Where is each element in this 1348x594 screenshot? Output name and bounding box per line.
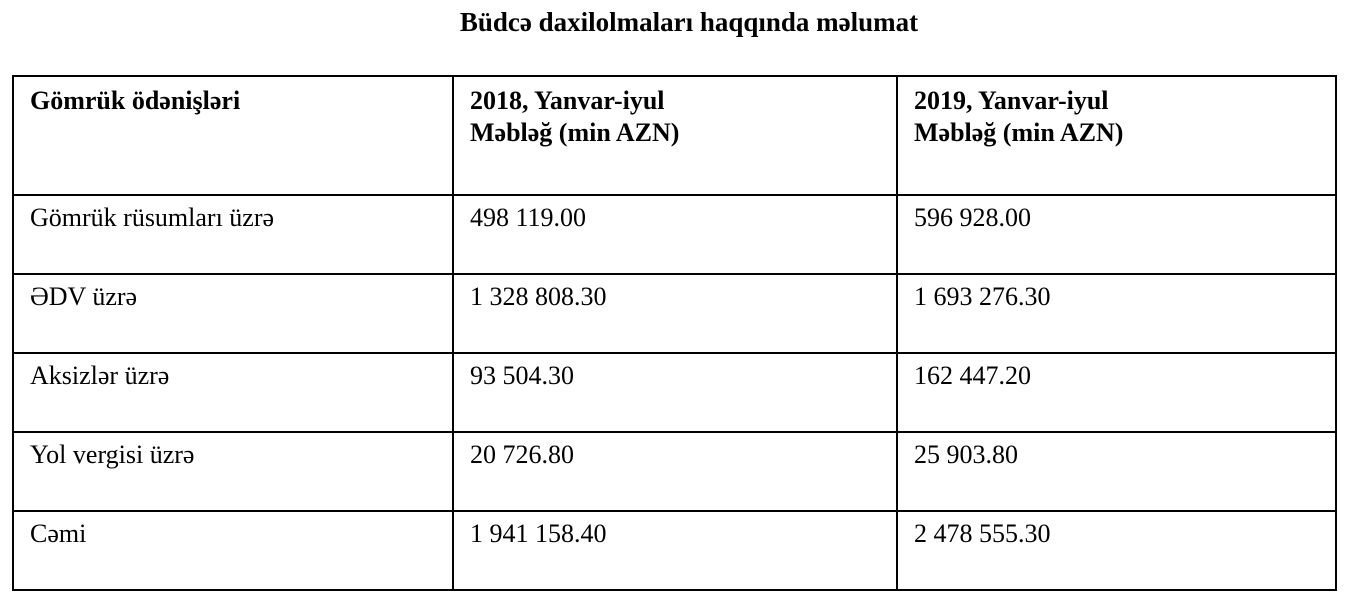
budget-table: Gömrük ödənişləri 2018, Yanvar-iyul Məblə… <box>12 75 1337 591</box>
value-2019: 2 478 555.30 <box>896 510 1337 591</box>
table-row: Yol vergisi üzrə 20 726.80 25 903.80 <box>12 431 1337 512</box>
table-row: Gömrük rüsumları üzrə 498 119.00 596 928… <box>12 194 1337 275</box>
row-label: Gömrük rüsumları üzrə <box>12 194 454 275</box>
header-cell: 2018, Yanvar-iyul Məbləğ (min AZN) <box>452 75 898 196</box>
table-row-total: Cəmi 1 941 158.40 2 478 555.30 <box>12 510 1337 591</box>
row-label: Aksizlər üzrə <box>12 352 454 433</box>
table-row: Aksizlər üzrə 93 504.30 162 447.20 <box>12 352 1337 433</box>
row-label: ƏDV üzrə <box>12 273 454 354</box>
table-row: ƏDV üzrə 1 328 808.30 1 693 276.30 <box>12 273 1337 354</box>
value-2019: 25 903.80 <box>896 431 1337 512</box>
header-unit: Məbləğ (min AZN) <box>914 118 1124 147</box>
value-2018: 93 504.30 <box>452 352 898 433</box>
value-2019: 596 928.00 <box>896 194 1337 275</box>
value-2019: 1 693 276.30 <box>896 273 1337 354</box>
row-label: Cəmi <box>12 510 454 591</box>
header-cell: Gömrük ödənişləri <box>12 75 454 196</box>
header-label: 2018, Yanvar-iyul <box>470 86 665 115</box>
document-title: Büdcə daxilolmaları haqqında məlumat <box>459 7 919 37</box>
row-label: Yol vergisi üzrə <box>12 431 454 512</box>
value-2018: 1 328 808.30 <box>452 273 898 354</box>
value-2018: 20 726.80 <box>452 431 898 512</box>
value-2019: 162 447.20 <box>896 352 1337 433</box>
header-cell: 2019, Yanvar-iyul Məbləğ (min AZN) <box>896 75 1337 196</box>
value-2018: 498 119.00 <box>452 194 898 275</box>
header-label: Gömrük ödənişləri <box>30 86 241 115</box>
value-2018: 1 941 158.40 <box>452 510 898 591</box>
table-header-row: Gömrük ödənişləri 2018, Yanvar-iyul Məblə… <box>12 75 1337 196</box>
header-label: 2019, Yanvar-iyul <box>914 86 1109 115</box>
header-unit: Məbləğ (min AZN) <box>470 118 680 147</box>
